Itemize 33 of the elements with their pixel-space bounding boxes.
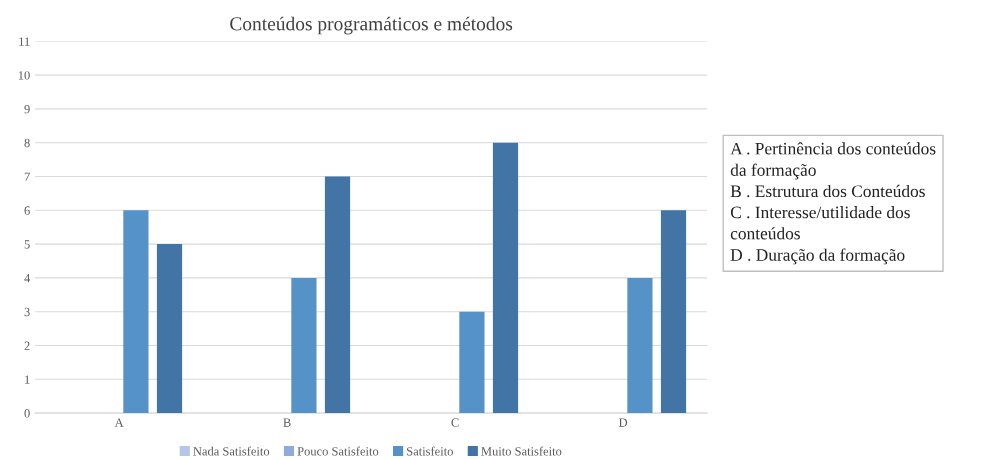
y-tick-label: 8 (24, 138, 30, 148)
bar (291, 277, 317, 414)
bar (459, 311, 485, 414)
x-tick-label: C (451, 418, 459, 427)
y-tick-label: 6 (24, 206, 30, 215)
text: A . Pertinência dos conteúdos da formação (730, 142, 936, 180)
y-tick-label: 0 (24, 409, 30, 418)
bar (627, 277, 653, 414)
y-tick-label: 1 (25, 375, 30, 384)
y-tick-label: 5 (24, 240, 30, 249)
bar (156, 244, 183, 414)
legend-label: Nada Satisfeito (193, 446, 270, 456)
y-tick-label: 2 (24, 341, 30, 350)
bar (492, 142, 519, 414)
text: B . Estrutura dos Conteúdos (730, 184, 925, 198)
text: D . Duração da formação (730, 248, 905, 265)
y-tick-label: 11 (19, 37, 30, 46)
text: C . Interesse/utilidade dos conteúdos (730, 206, 910, 240)
x-tick-label: A (114, 418, 124, 427)
y-tick-label: 9 (24, 104, 30, 114)
x-tick-label: D (618, 418, 628, 427)
legend-label: Muito Satisfeito (481, 446, 562, 456)
y-tick-label: 7 (24, 172, 30, 181)
x-tick-label: B (283, 418, 291, 427)
y-tick-label: 3 (24, 307, 30, 317)
bar (660, 210, 687, 414)
y-tick-label: 4 (24, 274, 31, 283)
bar (324, 176, 351, 414)
bar (123, 210, 149, 414)
y-tick-label: 10 (18, 71, 30, 80)
legend-label: Satisfeito (407, 446, 453, 456)
legend-label: Pouco Satisfeito (297, 446, 379, 456)
chart-title: Conteúdos programáticos e métodos (230, 16, 513, 35)
